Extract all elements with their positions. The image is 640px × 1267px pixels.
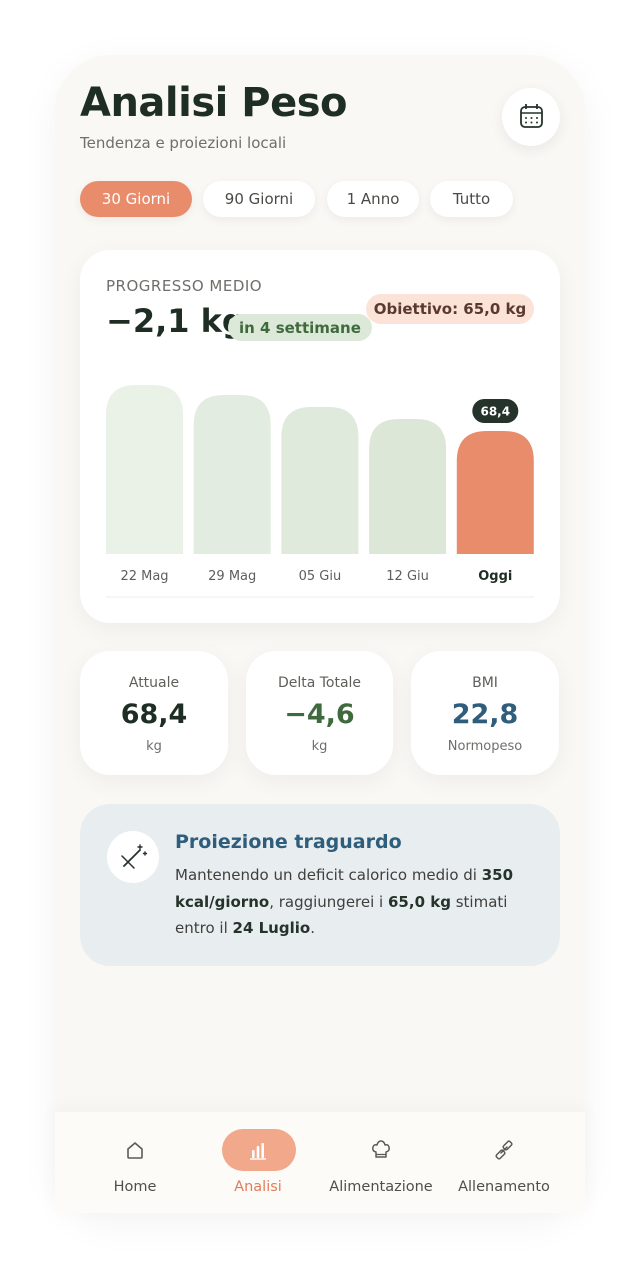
value-label: 68,4 bbox=[480, 405, 510, 419]
stat-unit: kg bbox=[146, 739, 162, 754]
x-tick-label: 12 Giu bbox=[386, 569, 429, 584]
filter-pill[interactable]: 90 Giorni bbox=[203, 181, 315, 217]
page-title: Analisi Peso bbox=[80, 80, 348, 126]
bar bbox=[106, 385, 183, 554]
nav-icon bbox=[127, 1142, 143, 1159]
bar bbox=[369, 419, 447, 554]
calendar-icon bbox=[520, 104, 543, 128]
wand-icon bbox=[121, 844, 148, 869]
x-tick-label: 29 Mag bbox=[208, 569, 256, 584]
weight-chart: 22 Mag 29 Mag 05 Giu 12 Giu Oggi 68,4 bbox=[106, 385, 534, 598]
nav-label: Alimentazione bbox=[329, 1179, 433, 1195]
highlight-text: 350 kcal/giorno bbox=[175, 866, 514, 911]
bar bbox=[193, 395, 271, 554]
text-segment: stimati entro il bbox=[175, 892, 508, 938]
bottom-nav bbox=[55, 1112, 585, 1213]
value-label-bg bbox=[472, 399, 519, 423]
text-segment: . bbox=[310, 919, 315, 937]
text-segment: , raggiungerei i bbox=[269, 892, 388, 911]
filter-pill[interactable]: Tutto bbox=[430, 181, 513, 217]
progress-kicker: PROGRESSO MEDIO bbox=[106, 277, 263, 295]
progress-badge: in 4 settimane bbox=[228, 314, 372, 341]
projection-card bbox=[80, 804, 560, 966]
highlight-text: 24 Luglio bbox=[232, 919, 311, 937]
nav-label: Allenamento bbox=[458, 1179, 550, 1195]
stat-card: Delta Totale −4,6 kg bbox=[246, 651, 393, 775]
calendar-button[interactable] bbox=[502, 88, 560, 146]
stat-card: Attuale 68,4 kg bbox=[80, 651, 228, 775]
filter-pill[interactable]: 1 Anno bbox=[327, 181, 419, 217]
progress-value: −2,1 kg bbox=[106, 302, 245, 340]
bar bbox=[281, 407, 359, 554]
stat-value: 68,4 bbox=[120, 699, 188, 730]
projection-text: Mantenendo un deficit calorico medio di … bbox=[175, 862, 540, 942]
stat-unit: Normopeso bbox=[447, 739, 523, 754]
nav-label: Analisi bbox=[234, 1179, 282, 1195]
projection-title: Proiezione traguardo bbox=[175, 831, 402, 853]
bar bbox=[456, 431, 534, 554]
goal-badge: Obiettivo: 65,0 kg bbox=[366, 294, 534, 324]
x-tick-label: 22 Mag bbox=[120, 569, 168, 584]
nav-icon bbox=[372, 1140, 390, 1158]
phone-frame bbox=[55, 55, 585, 1213]
x-tick-label: Oggi bbox=[478, 569, 512, 584]
filter-pill[interactable]: 30 Giorni bbox=[80, 181, 192, 217]
stat-value: 22,8 bbox=[451, 699, 519, 730]
stat-card: BMI 22,8 Normopeso bbox=[411, 651, 559, 775]
stat-label: BMI bbox=[472, 675, 498, 691]
highlight-text: 65,0 kg bbox=[388, 892, 451, 911]
projection-icon bbox=[107, 831, 159, 883]
nav-icon bbox=[495, 1140, 513, 1160]
stat-label: Delta Totale bbox=[277, 675, 362, 691]
text-segment: Mantenendo un deficit calorico medio di bbox=[175, 866, 482, 884]
nav-label: Home bbox=[113, 1179, 157, 1195]
stat-unit: kg bbox=[311, 739, 328, 754]
x-tick-label: 05 Giu bbox=[299, 569, 342, 584]
stat-value: −4,6 bbox=[284, 699, 355, 730]
page-subtitle: Tendenza e proiezioni locali bbox=[80, 134, 287, 152]
stat-label: Attuale bbox=[128, 675, 180, 691]
nav-icon bbox=[250, 1143, 266, 1160]
